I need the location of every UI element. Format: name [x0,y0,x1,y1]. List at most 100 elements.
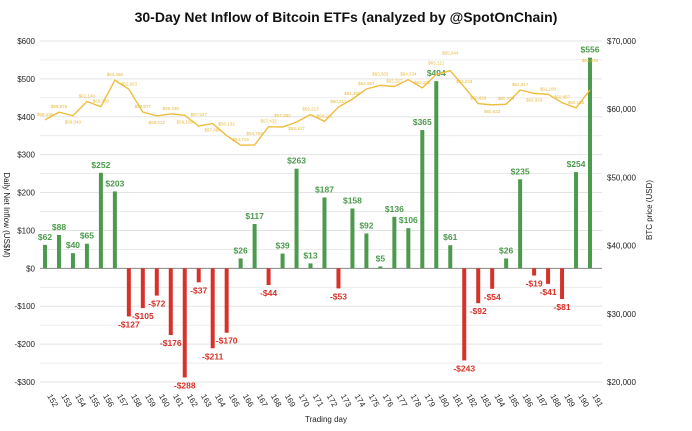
x-tick-label: 167 [255,393,270,410]
price-data-label: $62,817 [512,82,529,87]
grid [40,40,602,383]
price-data-label: $57,382 [274,113,291,118]
bar [448,245,453,269]
x-tick-label: 188 [548,393,563,410]
price-data-label: $58,436 [37,112,54,117]
bar-data-label: $136 [385,204,404,214]
bar [168,268,173,336]
bar [350,208,355,269]
bar [336,268,341,289]
x-tick-label: 171 [311,393,326,410]
bar-data-label: -$127 [118,319,140,329]
x-tick-label: 172 [325,393,340,410]
x-axis-label: Trading day [305,415,347,424]
bar [574,172,579,269]
price-data-label: $62,967 [358,81,375,86]
bar-data-label: -$92 [470,306,487,316]
y2-tick-label: $20,000 [607,378,636,387]
y2-tick-label: $50,000 [607,173,636,182]
bar [476,268,481,304]
x-tick-label: 157 [115,393,130,410]
bar-data-label: $203 [105,178,124,188]
bar [588,57,592,269]
x-tick-label: 181 [451,393,466,410]
bar-data-label: -$288 [174,380,196,390]
bar-data-label: -$37 [190,285,207,295]
bar [196,268,201,283]
x-tick-label: 182 [464,393,479,410]
bar [280,253,285,269]
bar-data-label: $92 [359,220,373,230]
bar-data-label: -$170 [216,336,238,346]
bar [126,268,131,317]
bar-data-label: $5 [376,253,386,263]
bar [378,266,383,269]
bar [154,268,159,296]
x-tick-label: 152 [45,393,60,410]
x-tick-label: 173 [339,393,354,410]
x-tick-label: 175 [367,393,382,410]
price-data-label: $57,527 [191,112,208,117]
y2-tick-label: $40,000 [607,242,636,251]
price-data-label: $59,577 [135,104,152,109]
x-tick-label: 164 [213,393,228,410]
price-data-label: $60,729 [498,96,515,101]
x-tick-label: 154 [73,393,88,410]
price-data-label: $62,180 [540,86,557,91]
bar-data-label: $365 [413,117,432,127]
bar-data-label: -$19 [526,279,543,289]
bar [308,263,313,269]
x-tick-label: 187 [534,393,549,410]
y-axis-label: Daily Net Inflow (US$M) [2,172,11,258]
y-tick-label: $400 [17,113,35,122]
bar [420,130,425,269]
x-tick-label: 180 [437,393,452,410]
price-data-label: $63,132 [414,80,431,85]
bar-data-label: $106 [399,215,418,225]
bar-data-label: $39 [275,241,289,251]
x-tick-label: 178 [409,393,424,410]
x-tick-label: 155 [87,393,102,410]
y2-tick-label: $30,000 [607,310,636,319]
price-data-label: $60,317 [330,99,347,104]
y-tick-label: $600 [17,37,35,46]
price-data-label: $64,266 [107,72,124,77]
bar-data-label: -$81 [554,302,571,312]
y-tick-label: $500 [17,75,35,84]
bar [84,243,89,269]
y-tick-label: $100 [17,226,35,235]
y-tick-label: -$100 [15,302,36,311]
bar-data-label: $26 [499,245,513,255]
price-data-label: $63,327 [386,79,403,84]
price-line [44,69,591,146]
bar [266,268,271,286]
x-tick-label: 169 [283,393,298,410]
y-axis-left: -$300 -$200 -$100 $0 $100 $200 $300 $400 $500 $60… [15,37,36,387]
x-tick-label: 161 [171,393,186,410]
bar-data-label: -$211 [202,351,224,361]
bar [252,224,257,269]
bar [43,244,47,269]
bar-data-label: $254 [567,159,586,169]
x-tick-label: 156 [101,393,116,410]
bar [294,168,299,269]
bar-data-label: $40 [66,240,80,250]
y-tick-label: -$300 [15,378,36,387]
price-data-label: $60,195 [568,100,585,105]
x-tick-label: 183 [478,393,493,410]
bar [392,216,397,269]
bar [560,268,565,300]
x-tick-label: 189 [562,393,577,410]
bar [490,268,495,289]
price-data-label: $59,575 [51,104,68,109]
bar [224,268,229,333]
price-data-label: $58,211 [317,113,333,118]
x-tick-label: 159 [143,393,158,410]
bar-data-label: $13 [303,250,317,260]
bar-data-label: $252 [91,160,110,170]
x-axis: 152 153 154 155 156 157 158 159 160 161 162 163 164 1… [45,393,605,410]
x-tick-label: 190 [576,393,591,410]
y-tick-label: $0 [26,264,35,273]
bar-data-label: -$105 [132,311,154,321]
bar [182,268,187,378]
